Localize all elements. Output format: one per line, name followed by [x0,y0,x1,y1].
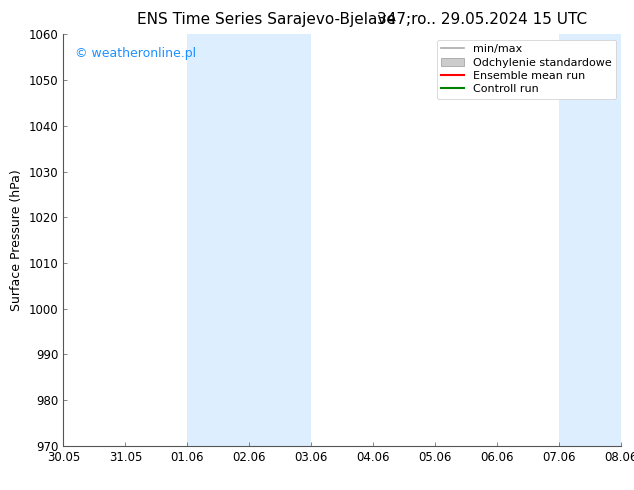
Text: ENS Time Series Sarajevo-Bjelave: ENS Time Series Sarajevo-Bjelave [137,12,396,27]
Y-axis label: Surface Pressure (hPa): Surface Pressure (hPa) [10,169,23,311]
Bar [188,34,311,446]
Bar [559,34,621,446]
Text: 347;ro.. 29.05.2024 15 UTC: 347;ro.. 29.05.2024 15 UTC [377,12,587,27]
Text: © weatheronline.pl: © weatheronline.pl [75,47,196,60]
Legend: min/max, Odchylenie standardowe, Ensemble mean run, Controll run: min/max, Odchylenie standardowe, Ensembl… [437,40,616,99]
